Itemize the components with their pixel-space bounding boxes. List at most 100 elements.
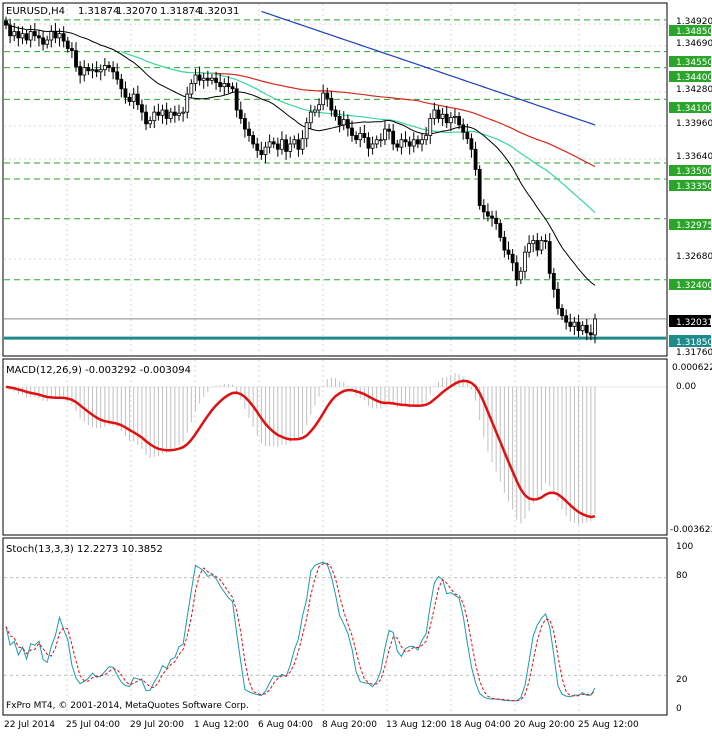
candle-body <box>329 97 334 111</box>
candle-body <box>560 307 564 317</box>
candle-body <box>280 139 284 150</box>
candle-body <box>428 118 433 136</box>
candle-body <box>205 77 210 81</box>
candle-body <box>387 128 391 132</box>
macd-axis: 0.000622 0.00 -0.003623 <box>670 363 712 535</box>
candle-body <box>407 141 412 147</box>
candle-body <box>556 288 560 309</box>
candle-body <box>255 143 260 151</box>
candle-body <box>580 324 585 332</box>
stoch-tick: 0 <box>676 704 682 714</box>
candle-body <box>325 92 330 99</box>
candle-body <box>107 65 111 68</box>
candle-body <box>251 135 256 145</box>
low-value: 1.31874 <box>160 6 201 17</box>
candle-body <box>172 111 177 116</box>
level-tag <box>669 102 711 113</box>
candle-body <box>94 69 99 73</box>
candle-body <box>152 111 157 122</box>
candle-body <box>144 111 148 125</box>
candle-body <box>337 115 342 126</box>
candle-body <box>37 35 41 39</box>
ma-black-line <box>5 20 596 286</box>
candle-body <box>440 113 445 119</box>
candle-body <box>41 37 45 45</box>
candle-body <box>4 20 8 26</box>
candle-body <box>177 112 181 116</box>
candle-body <box>424 135 429 141</box>
stoch-panel[interactable] <box>2 537 668 716</box>
candle-body <box>543 240 548 242</box>
level-tag <box>669 279 711 290</box>
open-value: 1.31874 <box>78 6 119 17</box>
candle-body <box>313 109 317 113</box>
candle-body <box>490 215 494 219</box>
candle-body <box>70 48 74 52</box>
stoch-tick: 100 <box>676 542 693 552</box>
candle-body <box>78 66 83 76</box>
candle-body <box>510 253 515 264</box>
candle-body <box>193 74 198 84</box>
time-tick: 25 Aug 12:00 <box>578 720 639 730</box>
price-header: EURUSD,H4 1.31874 1.32070 1.31874 1.3203… <box>6 6 239 17</box>
candle-body <box>111 67 115 73</box>
candles <box>4 16 597 344</box>
candle-body <box>345 119 350 129</box>
candle-body <box>197 74 202 81</box>
support-level-tag <box>669 335 711 347</box>
candle-body <box>164 109 169 119</box>
candle-body <box>308 111 313 124</box>
candle-body <box>370 143 375 149</box>
ma-red-line <box>195 72 596 168</box>
candle-body <box>391 130 396 145</box>
level-tag <box>669 219 711 230</box>
candle-body <box>481 205 486 213</box>
price-tick: 1.33960 <box>676 119 712 129</box>
candle-body <box>98 69 103 73</box>
candle-body <box>127 96 132 102</box>
time-tick: 18 Aug 04:00 <box>450 720 511 730</box>
time-tick: 29 Jul 20:00 <box>130 720 184 730</box>
copyright-watermark: FxPro MT4, © 2001-2014, MetaQuotes Softw… <box>6 701 249 711</box>
candle-body <box>415 139 420 145</box>
level-tag <box>669 56 711 67</box>
candle-body <box>222 83 227 88</box>
stoch-signal-line <box>5 562 596 702</box>
level-tag-text: 1.33500 <box>676 167 712 177</box>
candle-body <box>74 50 78 67</box>
time-tick: 8 Aug 20:00 <box>322 720 377 730</box>
candle-body <box>292 139 297 145</box>
macd-zero-value: 0.00 <box>676 382 696 392</box>
candle-body <box>354 135 359 141</box>
candle-body <box>65 40 70 49</box>
candle-body <box>234 88 239 111</box>
candle-body <box>378 139 383 142</box>
time-axis: 22 Jul 2014 25 Jul 04:00 29 Jul 20:00 1 … <box>4 720 639 730</box>
moving-averages <box>5 10 596 286</box>
candle-body <box>102 65 107 71</box>
candle-body <box>383 128 387 141</box>
candle-body <box>399 139 404 148</box>
macd-panel[interactable] <box>2 358 668 536</box>
candle-body <box>564 315 569 323</box>
candle-body <box>82 67 87 76</box>
candle-body <box>238 109 243 119</box>
candle-body <box>584 324 589 334</box>
candle-body <box>593 318 597 336</box>
price-panel[interactable] <box>2 2 668 357</box>
candle-body <box>271 141 276 145</box>
macd-bottom-value: -0.003623 <box>670 525 712 535</box>
candle-body <box>498 223 503 238</box>
time-tick: 6 Aug 04:00 <box>258 720 313 730</box>
candle-body <box>86 67 91 72</box>
candle-body <box>448 117 453 124</box>
candle-body <box>531 240 536 245</box>
level-tag-text: 1.34400 <box>676 73 712 83</box>
level-tag <box>669 165 711 176</box>
stoch-axis: 100 80 20 0 <box>676 542 693 714</box>
time-tick: 1 Aug 12:00 <box>194 720 249 730</box>
candle-body <box>465 131 470 140</box>
candle-body <box>49 31 54 41</box>
